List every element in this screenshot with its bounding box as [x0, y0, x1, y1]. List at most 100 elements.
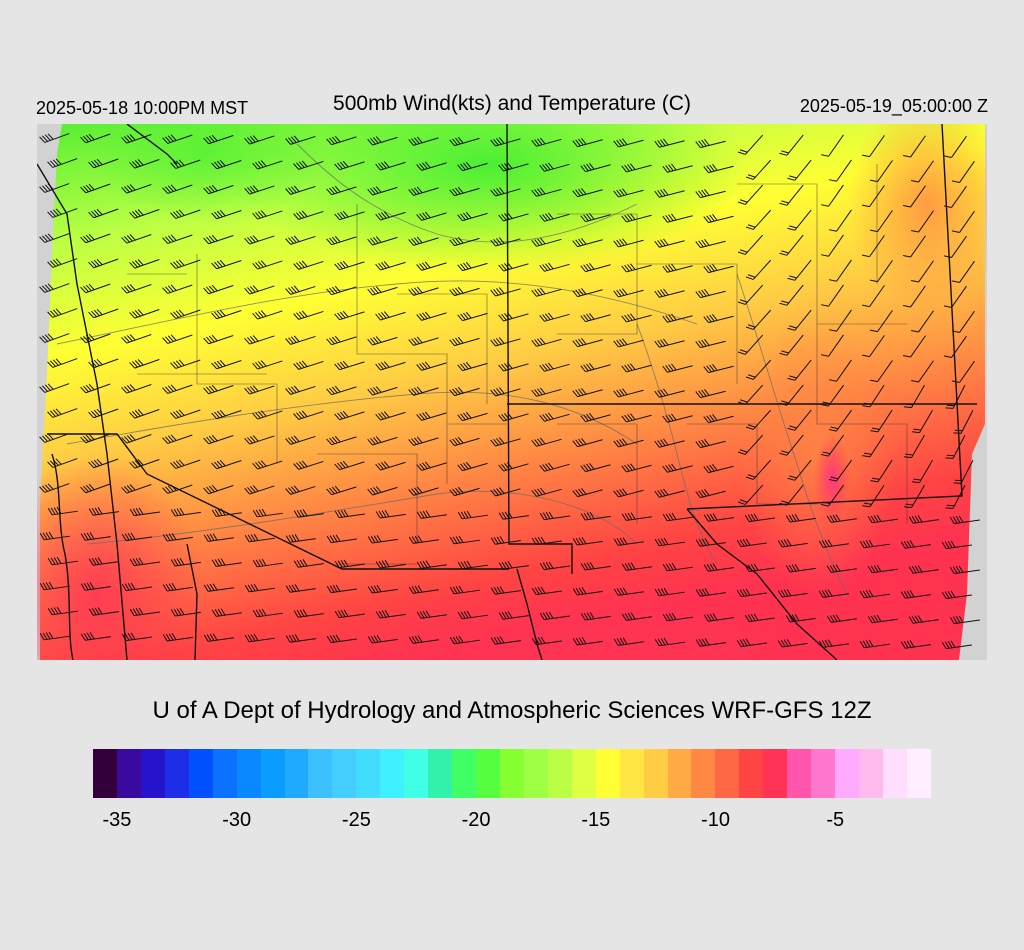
wind-barb	[737, 134, 764, 155]
wind-barb	[334, 609, 365, 619]
wind-barb	[334, 210, 365, 221]
wind-barb	[498, 362, 529, 372]
wind-barb	[170, 359, 201, 369]
wind-barb	[244, 533, 275, 543]
wind-barb	[326, 634, 357, 644]
wind-barb	[572, 586, 603, 596]
wind-barb	[695, 489, 726, 499]
wind-barb	[408, 236, 439, 246]
wind-barb	[244, 583, 275, 593]
wind-barb	[47, 308, 78, 318]
wind-barb	[490, 187, 521, 197]
wind-barb	[572, 237, 603, 248]
wind-barb	[47, 458, 78, 468]
wind-barb	[80, 333, 111, 344]
wind-barb	[170, 159, 201, 169]
wind-barb	[539, 162, 570, 172]
wind-barb	[203, 284, 234, 295]
wind-barb	[744, 613, 775, 623]
wind-barb	[293, 410, 324, 420]
wind-barb	[449, 136, 480, 147]
wind-barb	[613, 238, 644, 248]
wind-barb	[252, 558, 283, 568]
wind-barb	[943, 185, 967, 208]
wind-barb	[88, 408, 119, 419]
wind-barb	[47, 358, 78, 368]
wind-barb	[498, 462, 529, 472]
wind-barb	[820, 384, 845, 407]
wind-barb	[621, 512, 652, 521]
wind-barb	[910, 360, 934, 383]
wind-barb	[613, 288, 644, 298]
wind-barb	[416, 311, 447, 321]
wind-barb	[121, 184, 152, 194]
colorbar-swatch	[308, 749, 333, 798]
wind-barb	[121, 134, 152, 144]
wind-barb	[745, 209, 772, 230]
wind-barb	[252, 360, 283, 370]
wind-barb	[449, 286, 480, 297]
wind-barb	[449, 486, 480, 497]
wind-barb	[943, 335, 967, 358]
wind-barb	[828, 409, 853, 432]
wind-barb	[662, 612, 693, 622]
wind-barb	[539, 511, 570, 521]
colorbar-swatch	[380, 749, 405, 798]
wind-barb	[777, 588, 808, 598]
wind-barb	[654, 537, 685, 547]
wind-barb	[531, 337, 562, 347]
wind-barb	[572, 487, 603, 498]
wind-barb	[80, 532, 111, 541]
wind-barb	[787, 159, 812, 181]
wind-barb	[326, 335, 357, 346]
wind-barb	[941, 640, 972, 650]
wind-barb	[129, 309, 160, 319]
wind-barb	[621, 213, 652, 223]
wind-barb	[375, 559, 406, 569]
wind-barb	[252, 210, 283, 220]
wind-barb	[326, 584, 357, 594]
wind-barb	[170, 309, 201, 319]
wind-barb	[39, 433, 70, 443]
wind-barb	[80, 133, 111, 144]
colorbar-swatch	[859, 749, 883, 798]
wind-barb	[449, 186, 480, 197]
wind-barb	[375, 161, 406, 171]
wind-barb	[129, 209, 160, 219]
wind-barb	[408, 186, 439, 196]
wind-barb	[490, 387, 521, 397]
wind-barb	[211, 209, 242, 220]
wind-barb	[787, 309, 812, 331]
wind-barb	[908, 615, 939, 624]
colorbar-swatch	[523, 749, 548, 798]
wind-barb	[375, 211, 406, 221]
colorbar-swatch	[547, 749, 572, 798]
wind-barb	[862, 384, 885, 408]
wind-barb	[744, 563, 775, 573]
wind-barb	[531, 237, 562, 247]
wind-barb	[88, 507, 119, 516]
wind-barb	[911, 409, 933, 434]
colorbar-tick-label: -5	[826, 809, 845, 831]
temperature-wind-map[interactable]	[37, 124, 987, 660]
wind-barb	[820, 134, 844, 157]
wind-barb	[911, 459, 933, 484]
warm-region-northeast	[847, 124, 987, 314]
wind-barb	[621, 413, 652, 423]
wind-barb	[951, 210, 975, 233]
wind-barb	[654, 388, 685, 398]
wind-barb	[654, 188, 685, 198]
wind-barb	[47, 408, 78, 418]
wind-barb	[285, 285, 316, 295]
wind-barb	[654, 587, 685, 597]
wind-barb	[621, 363, 652, 373]
wind-barb	[662, 213, 693, 223]
wind-barb	[818, 539, 849, 548]
wind-barb	[900, 640, 931, 649]
wind-barb	[449, 635, 480, 645]
wind-barb	[662, 313, 693, 323]
wind-barb	[285, 235, 316, 245]
colorbar-swatch	[260, 749, 285, 798]
wind-barb	[408, 436, 439, 446]
wind-barb	[621, 562, 652, 571]
